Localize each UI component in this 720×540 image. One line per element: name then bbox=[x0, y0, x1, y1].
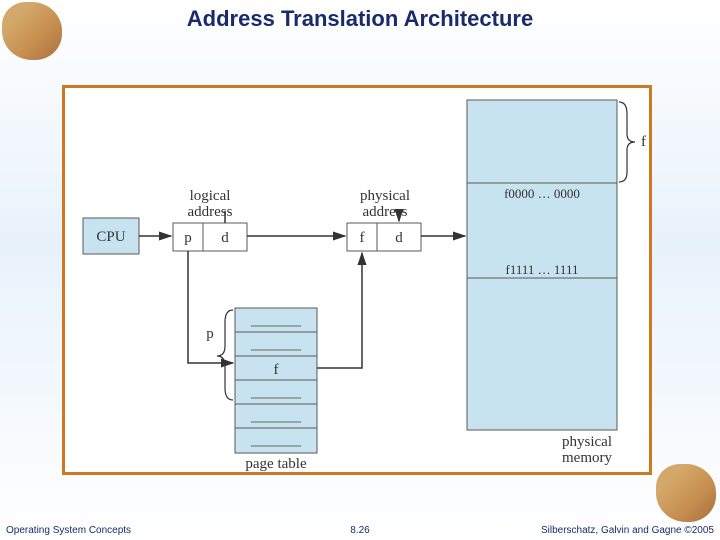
physical-address-label-1: physical bbox=[360, 188, 410, 204]
logical-address-label-1: logical bbox=[190, 188, 231, 204]
mem-lower-label: f1111 … 1111 bbox=[506, 262, 579, 277]
logical-address-label-2: address bbox=[188, 204, 233, 220]
brace-f bbox=[619, 102, 635, 182]
cpu-label: CPU bbox=[96, 229, 125, 245]
physical-address-label-2: address bbox=[363, 204, 408, 220]
logical-p-label: p bbox=[184, 230, 192, 246]
physical-memory-label-2: memory bbox=[562, 450, 612, 466]
page-table-label: page table bbox=[245, 456, 307, 472]
slide-title: Address Translation Architecture bbox=[0, 6, 720, 32]
physical-f-label: f bbox=[360, 230, 365, 246]
footer-center: 8.26 bbox=[350, 525, 369, 536]
logical-d-label: d bbox=[221, 230, 229, 246]
dinosaur-logo-bottom-right bbox=[656, 464, 716, 522]
page-table-f-label: f bbox=[274, 362, 279, 378]
brace-f-label: f bbox=[641, 134, 646, 150]
arrow-pagetable-to-f bbox=[317, 253, 362, 368]
footer-right: Silberschatz, Galvin and Gagne ©2005 bbox=[541, 525, 714, 536]
physical-d-label: d bbox=[395, 230, 403, 246]
brace-p bbox=[217, 310, 233, 400]
arrow-p-to-pagetable bbox=[188, 251, 233, 363]
mem-upper-label: f0000 … 0000 bbox=[504, 186, 580, 201]
brace-p-label: p bbox=[206, 326, 214, 342]
footer-left: Operating System Concepts bbox=[6, 525, 131, 536]
address-translation-figure: CPU p d logical address f d physical add… bbox=[62, 85, 652, 475]
physical-memory-label-1: physical bbox=[562, 434, 612, 450]
diagram-svg: CPU p d logical address f d physical add… bbox=[65, 88, 649, 472]
